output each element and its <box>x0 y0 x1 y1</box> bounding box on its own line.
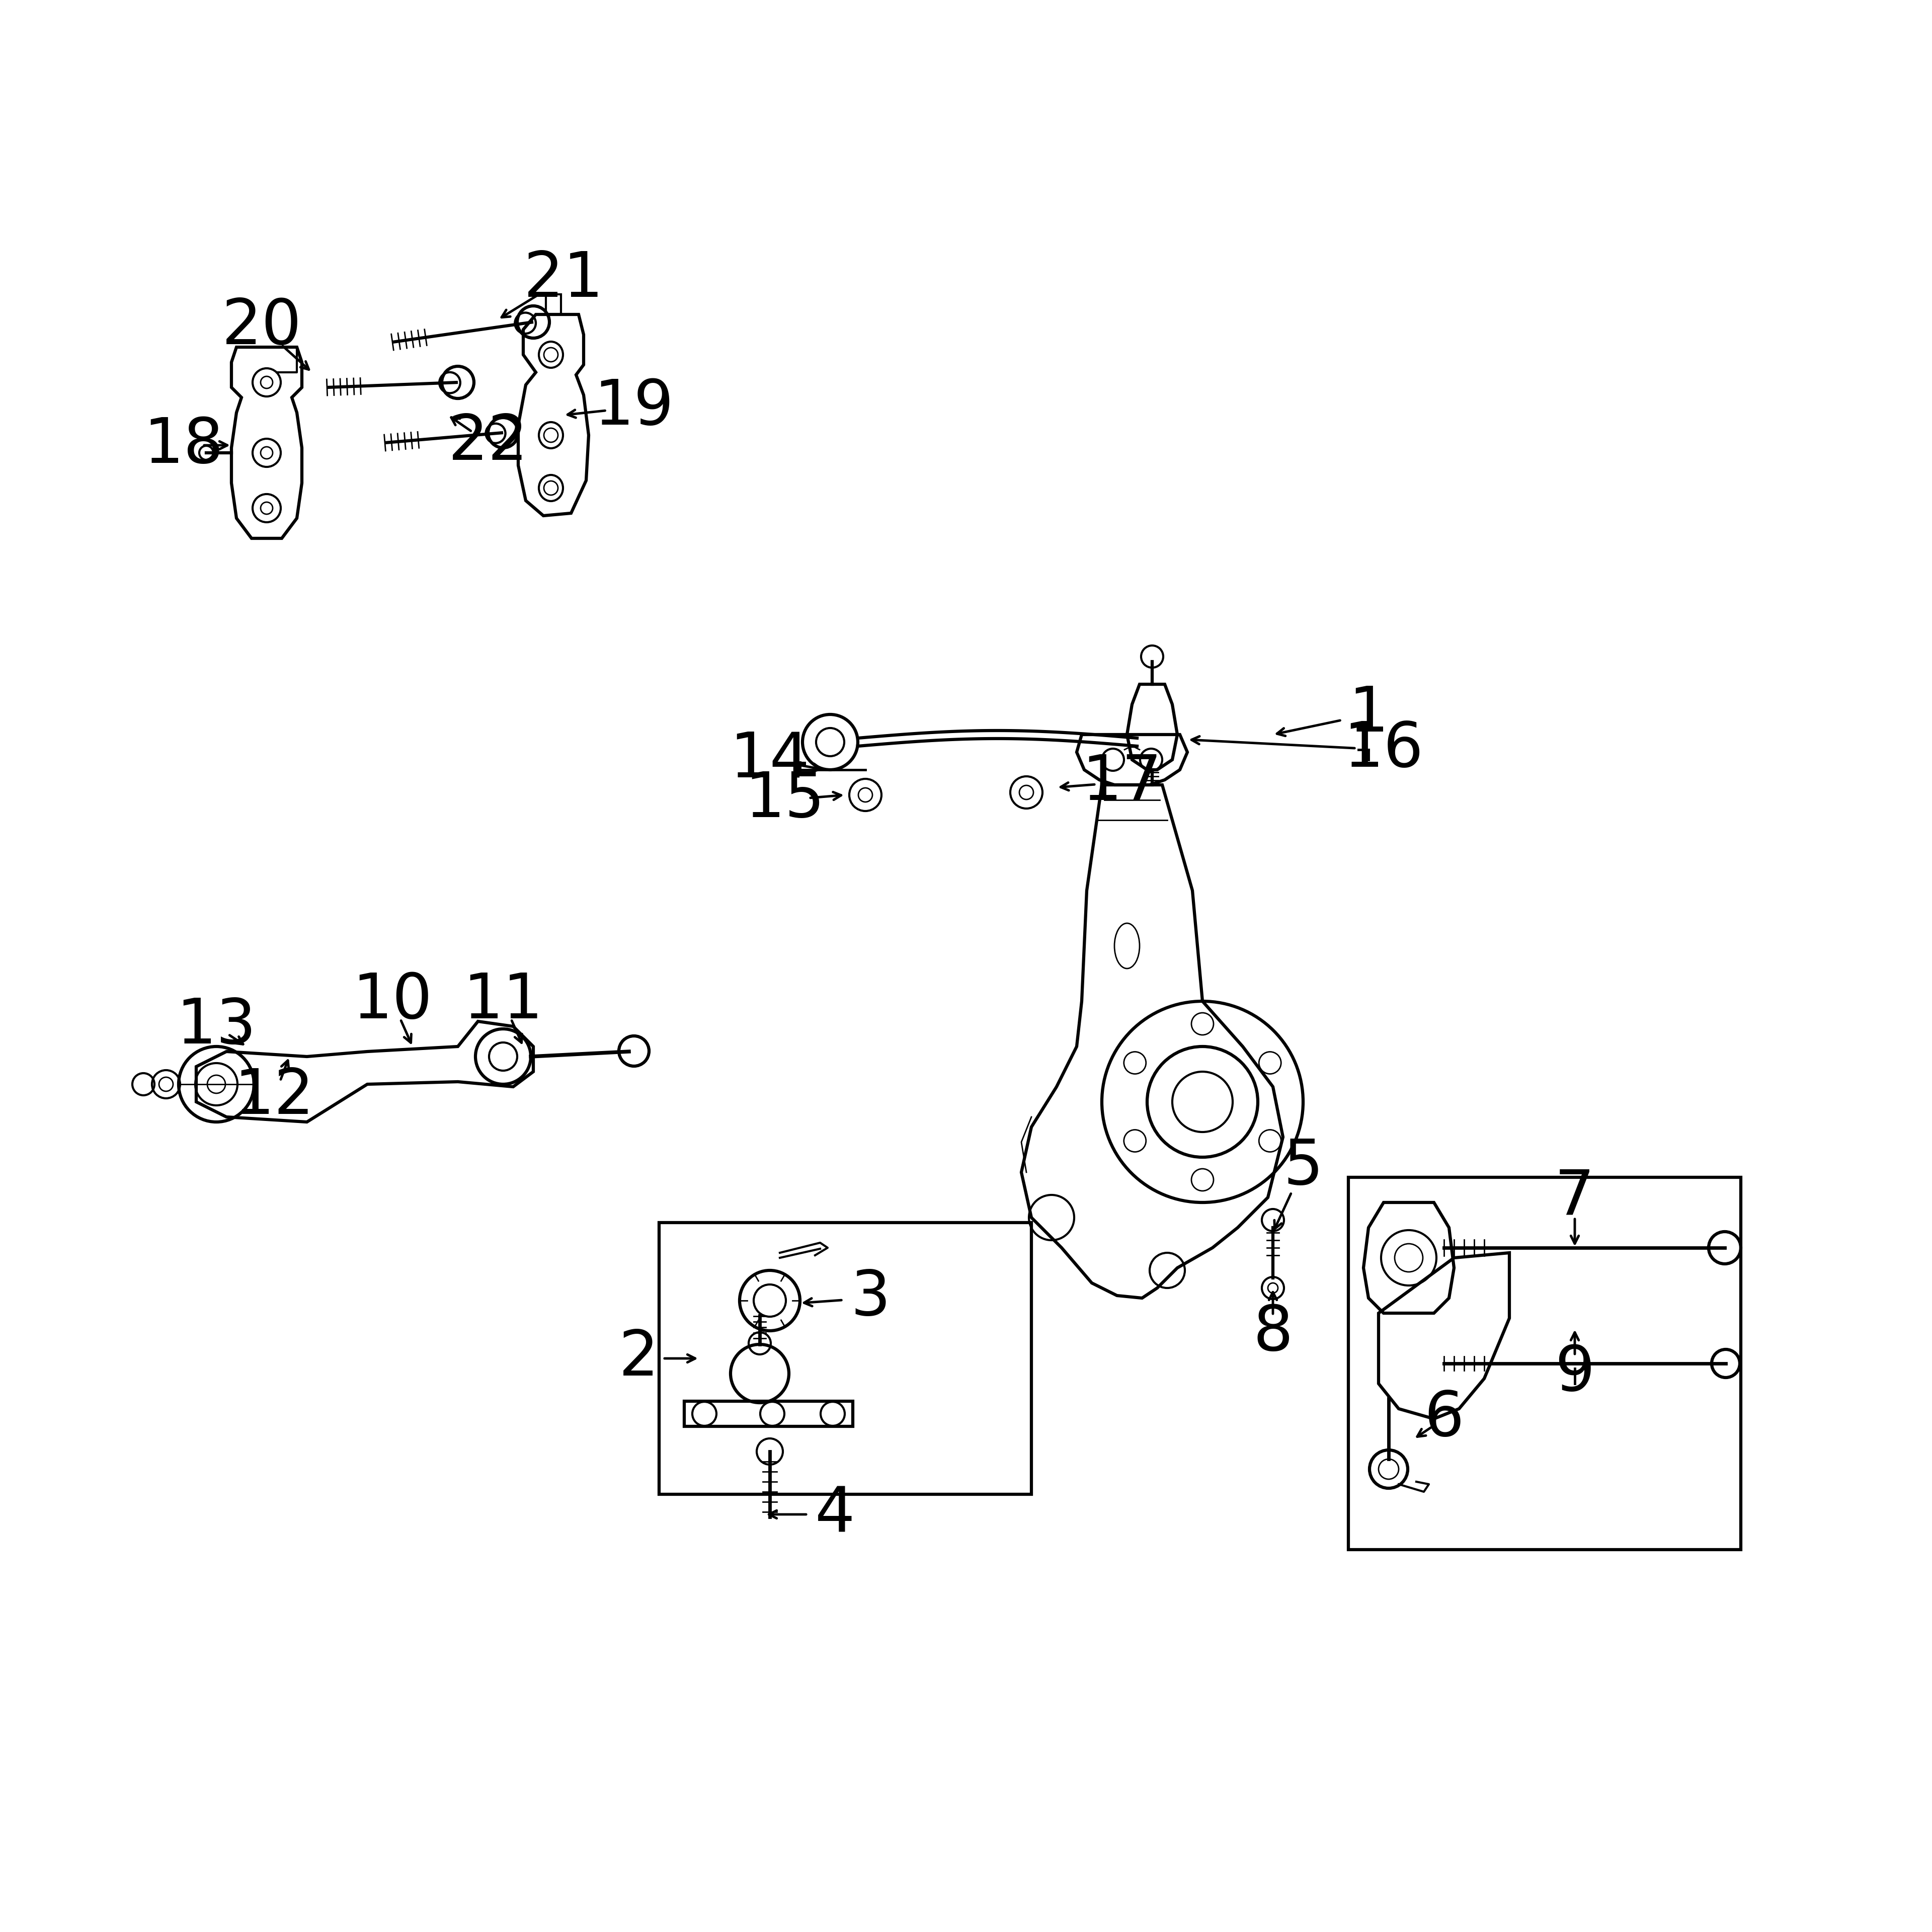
Text: 19: 19 <box>593 377 674 439</box>
Text: 18: 18 <box>143 415 224 475</box>
Text: 20: 20 <box>222 298 301 357</box>
Text: 14: 14 <box>730 728 810 790</box>
Text: 13: 13 <box>176 995 257 1057</box>
Text: 9: 9 <box>1555 1343 1594 1405</box>
Bar <box>1349 1177 1741 1549</box>
Text: 21: 21 <box>524 249 603 309</box>
Text: 4: 4 <box>815 1484 856 1546</box>
Text: 1: 1 <box>1349 684 1389 746</box>
Text: 2: 2 <box>618 1327 659 1389</box>
Text: 8: 8 <box>1254 1302 1293 1364</box>
Text: 10: 10 <box>352 970 433 1032</box>
Text: 11: 11 <box>464 970 543 1032</box>
Text: 7: 7 <box>1555 1167 1594 1229</box>
Text: 16: 16 <box>1343 719 1424 781</box>
Text: 17: 17 <box>1082 752 1161 813</box>
Bar <box>659 1223 1032 1493</box>
Text: 6: 6 <box>1424 1389 1464 1449</box>
Text: 15: 15 <box>746 769 825 831</box>
Text: 22: 22 <box>448 412 527 473</box>
Text: 5: 5 <box>1283 1136 1323 1198</box>
Text: 3: 3 <box>850 1267 891 1329</box>
Text: 12: 12 <box>234 1066 315 1126</box>
